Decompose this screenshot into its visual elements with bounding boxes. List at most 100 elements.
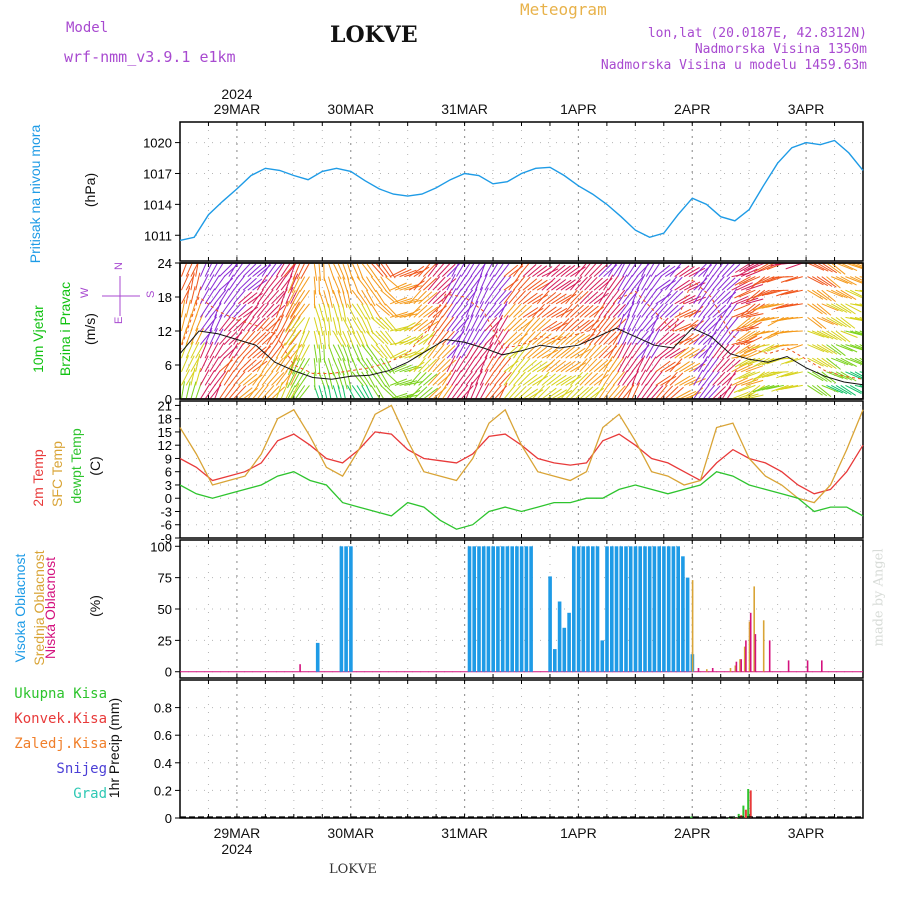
wind-barb [756, 330, 775, 335]
wind-barb [298, 371, 310, 387]
wind-barb [785, 263, 803, 270]
wind-barb [242, 316, 255, 332]
wind-barb [399, 336, 417, 346]
wind-barb [413, 304, 428, 318]
wind-barb [399, 380, 418, 386]
compass-e: E [113, 317, 125, 324]
wind-barb [776, 289, 794, 297]
wind-barb [389, 297, 408, 305]
wind-barb [693, 302, 705, 318]
wind-barb [323, 330, 327, 349]
wind-barb [660, 289, 673, 305]
wind-barb [513, 343, 525, 359]
wind-barb [441, 345, 456, 359]
wind-barb [370, 303, 382, 320]
wind-barb [427, 315, 438, 332]
wind-barb [413, 333, 429, 346]
wind-barb [365, 289, 376, 307]
wind-barb [451, 274, 462, 291]
y-tick-label: 25 [158, 633, 172, 648]
wind-barb [826, 371, 844, 379]
wind-barb [332, 358, 341, 375]
wind-barb [327, 371, 334, 390]
wind-barb [460, 342, 472, 359]
wind-barb [394, 379, 413, 386]
wind-barb [332, 303, 339, 322]
wind-barb [785, 344, 803, 352]
wind-barb [546, 278, 561, 291]
wind-barb [384, 344, 396, 360]
wind-barb [721, 358, 736, 373]
wind-barb [285, 287, 294, 305]
wind-barb [475, 315, 485, 332]
wind-barb [780, 276, 799, 283]
wind-barb [399, 322, 416, 332]
wind-barb [636, 316, 648, 332]
wind-barb [738, 289, 756, 298]
wind-barb [679, 266, 695, 278]
wind-barb [541, 387, 557, 399]
wind-barb [399, 284, 417, 291]
wind-barb [228, 263, 238, 277]
wind-barb [404, 381, 423, 386]
wind-barb [199, 316, 212, 332]
wind-barb [479, 273, 488, 291]
wind-barb [437, 316, 449, 332]
wind-barb [394, 263, 396, 264]
wind-barb [546, 359, 561, 373]
wind-barb [323, 290, 330, 308]
wind-barb [323, 303, 329, 322]
wind-barb [517, 305, 533, 318]
wind-barb [821, 316, 839, 326]
wind-barb [771, 384, 789, 392]
cloud-high-bar [339, 546, 344, 672]
wind-barb [342, 317, 352, 334]
wind-barb [574, 305, 590, 318]
wind-barb [536, 333, 552, 345]
wind-barb [465, 263, 475, 277]
wind-barb [223, 302, 236, 318]
cloud-high-bar [557, 601, 562, 672]
wind-barb [745, 313, 764, 318]
wind-barb [199, 263, 207, 277]
wind-barb [252, 384, 265, 399]
wind-barb [218, 383, 230, 399]
wind-barb [660, 318, 674, 332]
wind-barb [494, 275, 506, 291]
wind-barb [494, 342, 505, 359]
wind-barb [287, 276, 296, 294]
cloud-high-bar [519, 546, 524, 672]
wind-barb [770, 289, 789, 292]
wind-barb [669, 334, 686, 346]
wind-barb [574, 334, 591, 346]
wind-barb [441, 278, 457, 291]
wind-barb [356, 330, 365, 348]
wind-barb [626, 328, 637, 345]
wind-barb [318, 317, 324, 336]
wind-barb [209, 342, 219, 359]
wind-barb [631, 343, 643, 359]
wind-barb [375, 344, 388, 359]
wind-barb [693, 344, 707, 359]
wind-barb [489, 289, 502, 305]
wind-barb [209, 288, 221, 305]
wind-barb [394, 364, 412, 373]
wind-barb [498, 290, 512, 305]
wind-barb [816, 357, 833, 369]
y-tick-label: 100 [150, 539, 172, 554]
wind-barb [785, 289, 803, 295]
wind-barb [418, 387, 433, 399]
wind-barb [451, 341, 461, 359]
wind-barb [517, 343, 530, 359]
wind-barb [721, 302, 733, 318]
wind-barbs [180, 263, 863, 399]
wind-barb [854, 384, 863, 388]
wind-barb [180, 327, 188, 345]
wind-barb [826, 316, 843, 327]
wind-barb [830, 330, 847, 342]
wind-barb [527, 307, 544, 318]
wind-barb [850, 263, 863, 269]
wind-barb [437, 302, 448, 318]
wind-barb [702, 275, 714, 291]
wind-barb [375, 330, 389, 345]
